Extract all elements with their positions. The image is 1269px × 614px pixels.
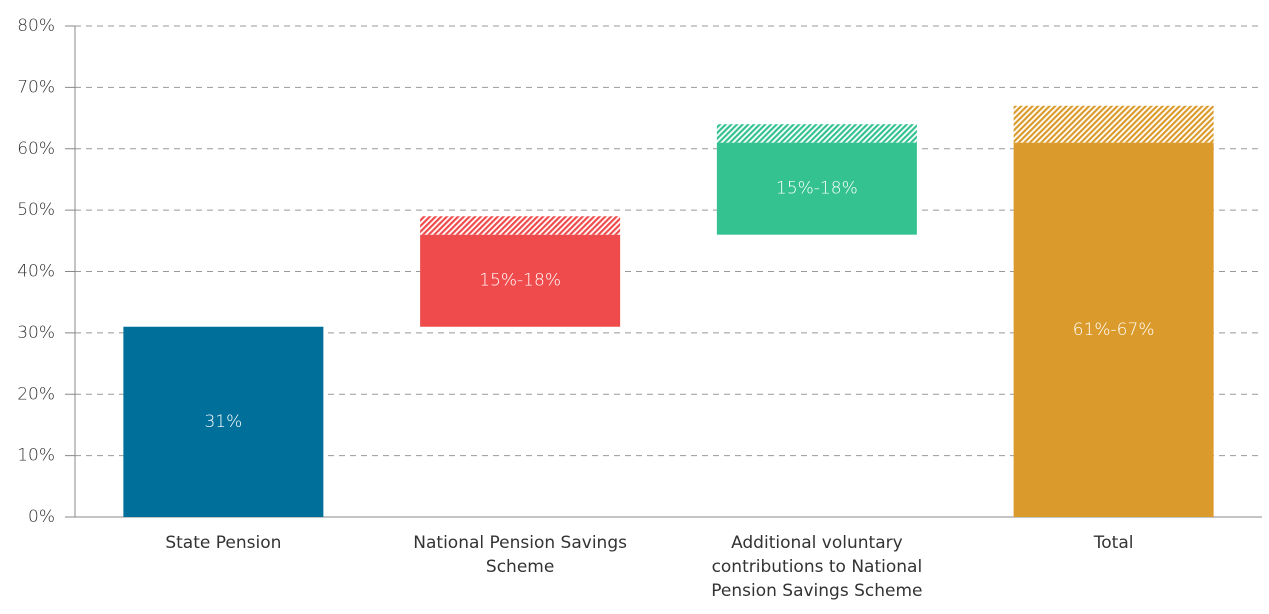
y-tick-label: 50% [17, 200, 55, 220]
bar-range [420, 216, 621, 235]
data-label: 15%-18% [479, 271, 561, 291]
x-tick-label: Total [1093, 533, 1134, 553]
data-label: 61%-67% [1073, 320, 1155, 340]
y-tick-label: 10% [17, 446, 55, 466]
y-tick-label: 80% [17, 16, 55, 36]
y-tick-label: 0% [28, 507, 55, 527]
data-label: 15%-18% [776, 179, 858, 199]
x-tick-label: Additional voluntary contributions to Na… [711, 533, 923, 601]
y-tick-label: 40% [17, 262, 55, 282]
bar [716, 142, 917, 235]
y-tick-label: 30% [17, 323, 55, 343]
y-tick-label: 70% [17, 77, 55, 97]
bar-range [1013, 105, 1214, 143]
x-tick-label: National Pension Savings Scheme [413, 533, 627, 577]
y-tick-label: 60% [17, 139, 55, 159]
bar [123, 326, 324, 517]
x-tick-label: State Pension [165, 533, 282, 553]
bar [1013, 142, 1214, 518]
bar-range [716, 124, 917, 143]
y-tick-label: 20% [17, 384, 55, 404]
bar [420, 234, 621, 327]
data-label: 31% [204, 412, 242, 432]
